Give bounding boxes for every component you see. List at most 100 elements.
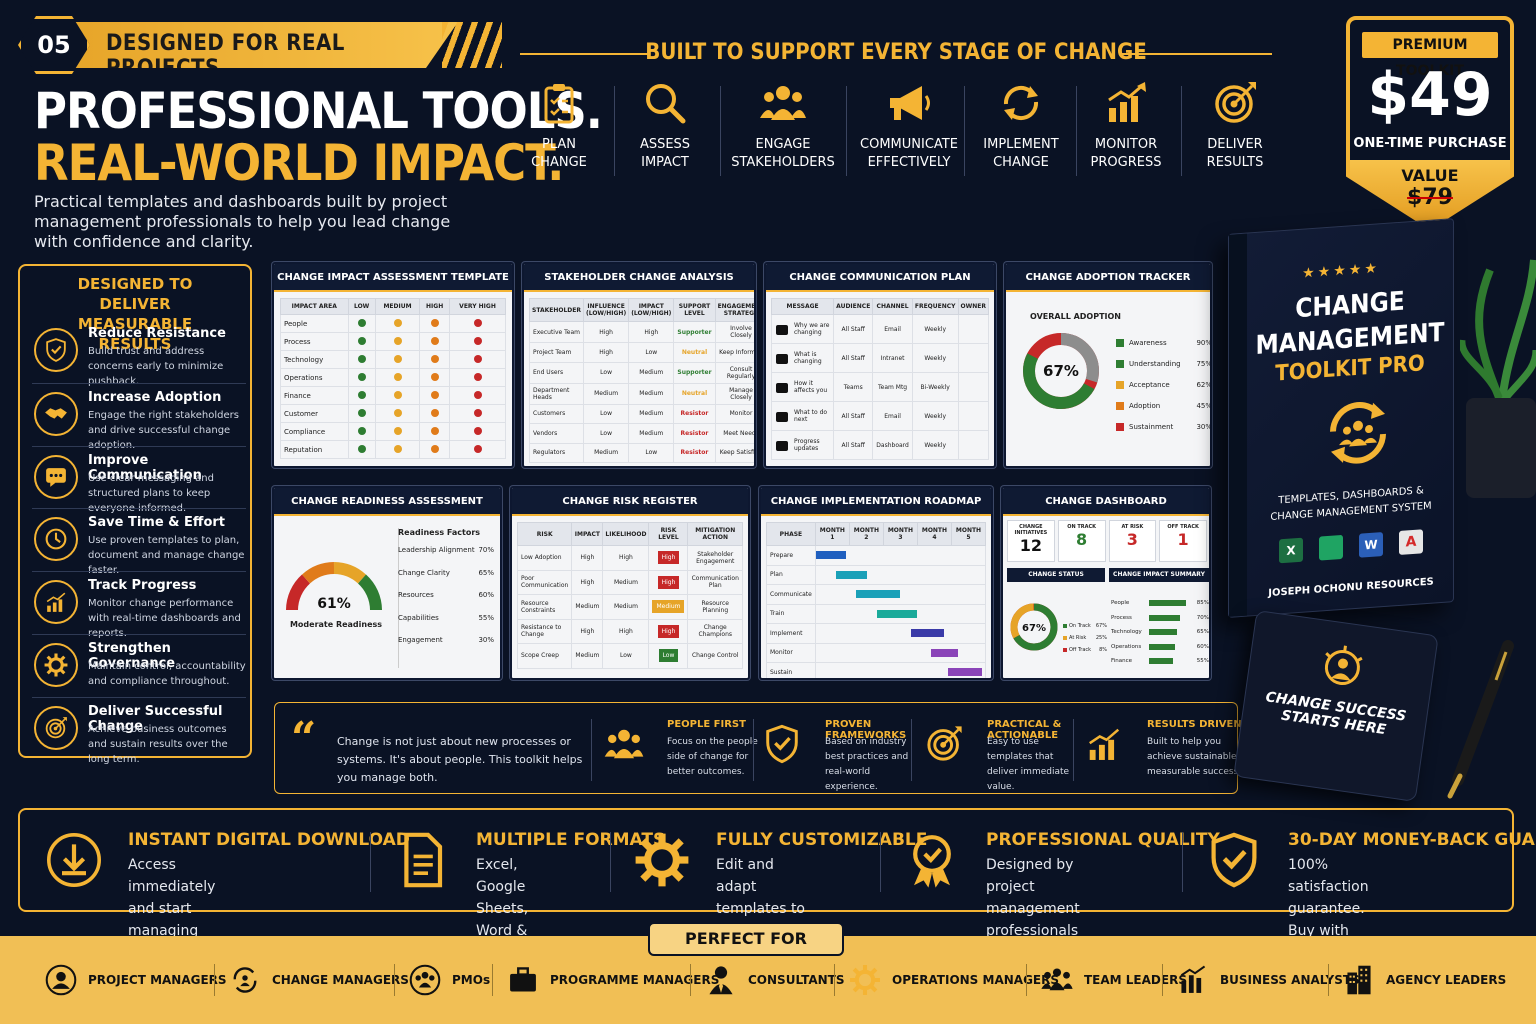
chat-icon bbox=[46, 467, 66, 487]
cell-text: Weekly bbox=[924, 441, 947, 449]
success-icon bbox=[1324, 645, 1363, 686]
rating-cell bbox=[374, 422, 421, 441]
table-cell: Low bbox=[582, 403, 630, 424]
impact-assessment-card[interactable]: CHANGE IMPACT ASSESSMENT TEMPLATE IMPACT… bbox=[272, 262, 514, 468]
table-row: Communicate bbox=[766, 584, 987, 605]
team-icon bbox=[1041, 968, 1073, 991]
table-cell: Medium bbox=[582, 382, 630, 405]
price-value-label: VALUE bbox=[1401, 166, 1459, 185]
rating-dot bbox=[393, 390, 402, 399]
gantt-cell bbox=[814, 584, 987, 605]
factor-value: 65% bbox=[478, 568, 494, 577]
column-header: MITIGATION ACTION bbox=[687, 522, 743, 546]
audience-label: PROGRAMME MANAGERS bbox=[550, 973, 720, 987]
bar-chart-icon bbox=[1108, 82, 1146, 122]
rating-dot bbox=[393, 408, 402, 417]
stages-title-text: BUILT TO SUPPORT EVERY STAGE OF CHANGE bbox=[645, 40, 1147, 65]
audience-item: AGENCY LEADERS bbox=[1342, 962, 1506, 998]
growth-chart-icon bbox=[46, 592, 66, 613]
feature-item: PEOPLE FIRST Focus on the people side of … bbox=[603, 719, 763, 781]
table-row: Progress updates All Staff Dashboard Weekly bbox=[770, 430, 990, 460]
table-cell: Customers bbox=[529, 403, 584, 424]
table-row: Monitor bbox=[766, 642, 987, 663]
table-cell: Meet Needs bbox=[714, 423, 754, 444]
table-cell: Communication Plan bbox=[687, 569, 743, 595]
kpi-value: 12 bbox=[1019, 536, 1042, 555]
table-row: Compliance bbox=[280, 422, 506, 441]
summary-bar-track bbox=[1149, 600, 1193, 607]
table-cell: End Users bbox=[529, 361, 584, 384]
badge-strip: DESIGNED FOR REAL PROJECTS bbox=[58, 22, 458, 68]
stage-label: ENGAGE STAKEHOLDERS bbox=[731, 137, 835, 170]
column-header: LIKELIHOOD bbox=[602, 522, 650, 546]
summary-label: Process bbox=[1111, 614, 1132, 621]
change-dashboard-card[interactable]: CHANGE DASHBOARD CHANGE INITIATIVES 12 ON … bbox=[1001, 486, 1211, 680]
stakeholder-analysis-card[interactable]: STAKEHOLDER CHANGE ANALYSIS STAKEHOLDER I… bbox=[522, 262, 756, 468]
roadmap-table: PHASE MONTH 1 MONTH 2 MONTH 3 MONTH 4 MONTH 5… bbox=[766, 522, 987, 678]
table-row: What is changing All Staff Intranet Weekly bbox=[770, 343, 990, 373]
benefits-panel: DESIGNED TO DELIVER MEASURABLE RESULTS R… bbox=[18, 264, 252, 765]
summary-bar-track bbox=[1149, 658, 1193, 665]
adoption-donut: 67% bbox=[1023, 333, 1099, 409]
table-cell: Resistor bbox=[673, 442, 716, 463]
table-row: Operations bbox=[280, 368, 506, 387]
table-cell: Teams bbox=[833, 372, 874, 402]
audience-label: CONSULTANTS bbox=[748, 973, 845, 987]
table-cell: Change Control bbox=[687, 643, 743, 669]
table-cell: Keep Informed bbox=[714, 342, 754, 363]
target-icon bbox=[45, 716, 67, 739]
implementation-roadmap-card[interactable]: CHANGE IMPLEMENTATION ROADMAP PHASE MONTH… bbox=[759, 486, 993, 680]
table-cell: High bbox=[648, 545, 689, 571]
column-header: MONTH 1 bbox=[814, 522, 850, 546]
adoption-tracker-card[interactable]: CHANGE ADOPTION TRACKER OVERALL ADOPTION… bbox=[1004, 262, 1212, 468]
benefit-icon-wrap bbox=[34, 643, 78, 687]
gantt-bar bbox=[876, 609, 918, 618]
column-header: ENGAGEMENT STRATEGY bbox=[714, 298, 754, 322]
summary-bar bbox=[1149, 643, 1176, 650]
stage-1: ASSESS IMPACT bbox=[610, 78, 720, 172]
audience-item: OPERATIONS MANAGERS bbox=[848, 962, 1059, 998]
legend-value: 8% bbox=[1099, 647, 1107, 653]
cell-text: Progress updates bbox=[794, 438, 820, 452]
readiness-assessment-card[interactable]: CHANGE READINESS ASSESSMENT 61% Moderate… bbox=[272, 486, 502, 680]
bottom-feature-title: 30-DAY MONEY-BACK GUARANTEE bbox=[1288, 830, 1536, 850]
rating-dot bbox=[357, 408, 366, 417]
legend-swatch bbox=[1116, 338, 1124, 347]
audience-label: PMOs bbox=[452, 973, 491, 987]
product-desc: TEMPLATES, DASHBOARDS & CHANGE MANAGEMEN… bbox=[1270, 485, 1432, 523]
card-title: CHANGE RISK REGISTER bbox=[512, 488, 748, 516]
rating-dot bbox=[357, 426, 366, 435]
phase-label: Implement bbox=[766, 623, 816, 644]
consultant-icon bbox=[709, 966, 733, 995]
table-cell: Email bbox=[872, 314, 913, 344]
rating-dot bbox=[357, 354, 366, 363]
risk-register-card[interactable]: CHANGE RISK REGISTER RISK IMPACT LIKELIHOO… bbox=[510, 486, 750, 680]
rating-cell bbox=[449, 332, 506, 351]
cell-text: What to do next bbox=[794, 409, 828, 423]
table-row: Vendors Low Medium Resistor Meet Needs bbox=[529, 423, 754, 444]
cell-text: Weekly bbox=[924, 325, 947, 333]
table-cell: Monitor bbox=[714, 403, 754, 424]
feature-item: PRACTICAL & ACTIONABLE Easy to use templa… bbox=[923, 719, 1083, 792]
table-cell: What to do next bbox=[770, 401, 835, 431]
stage-label: IMPLEMENT CHANGE bbox=[983, 137, 1059, 170]
rating-cell bbox=[347, 368, 376, 387]
cell-text: Weekly bbox=[924, 412, 947, 420]
factor-label: Change Clarity bbox=[398, 568, 450, 577]
cell-text: Email bbox=[884, 412, 901, 420]
table-cell: High bbox=[628, 321, 675, 343]
benefit-desc: Build trust and address concerns early t… bbox=[88, 346, 224, 387]
gantt-bar bbox=[947, 668, 982, 676]
rating-dot bbox=[473, 426, 482, 435]
risk-level-badge: High bbox=[657, 624, 680, 638]
stage-2: ENGAGE STAKEHOLDERS bbox=[728, 78, 838, 172]
message-icon bbox=[776, 383, 788, 393]
status-legend-item: On Track 67% bbox=[1063, 620, 1107, 632]
table-row: Customers Low Medium Resistor Monitor bbox=[529, 403, 754, 424]
summary-bar bbox=[1149, 614, 1180, 621]
benefit-title: Deliver Successful Change bbox=[88, 703, 223, 734]
table-row: Prepare bbox=[766, 545, 987, 566]
audience-item: PROGRAMME MANAGERS bbox=[506, 962, 719, 998]
communication-plan-card[interactable]: CHANGE COMMUNICATION PLAN MESSAGE AUDIENC… bbox=[764, 262, 996, 468]
